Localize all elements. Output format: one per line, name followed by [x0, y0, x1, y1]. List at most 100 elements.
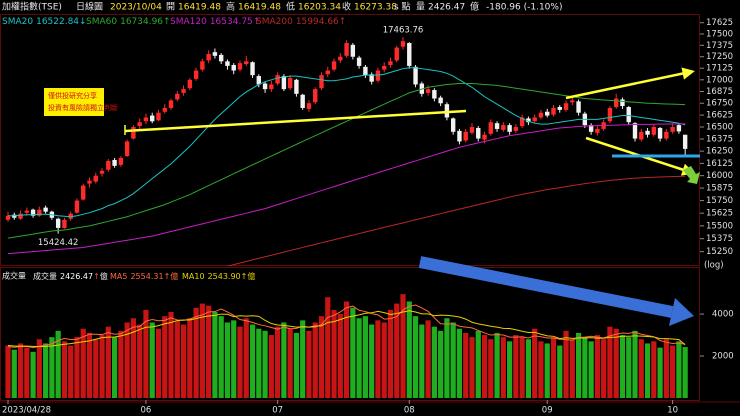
- legend-trend: ↑: [253, 17, 261, 27]
- candle-body: [24, 210, 30, 213]
- close-unit: s 點: [394, 1, 411, 13]
- y-tick-label: 16500: [706, 123, 733, 133]
- legend-unit: 億: [170, 271, 178, 281]
- legend-trend: ↑: [93, 272, 100, 281]
- candle-body: [532, 117, 537, 122]
- volume-bar: [80, 328, 86, 398]
- volume-bar: [475, 330, 481, 398]
- volume-bar: [143, 309, 149, 398]
- candle-body: [501, 125, 506, 130]
- volume-bar: [350, 307, 356, 398]
- x-tick-label: 10: [667, 406, 678, 416]
- candle-body: [469, 127, 475, 133]
- volume-bar: [249, 324, 256, 398]
- candle-body: [482, 134, 487, 140]
- volume-bar: [237, 326, 243, 398]
- volume-bar: [425, 320, 431, 398]
- trend-arrow-head: [669, 298, 694, 326]
- x-tick-label: 09: [542, 406, 553, 416]
- candle-body: [269, 84, 274, 90]
- volume-bar: [500, 337, 506, 398]
- volume-bar: [243, 318, 249, 398]
- volume-bar: [149, 322, 155, 398]
- low-annotation: 15424.42: [38, 238, 79, 248]
- legend-name: 成交量: [33, 271, 57, 281]
- volume-bar: [68, 345, 74, 398]
- volume-bar: [651, 341, 657, 398]
- candle-body: [444, 104, 450, 118]
- high-value: 16419.48: [238, 3, 281, 13]
- trend-arrow-shaft: [418, 256, 674, 318]
- candle-body: [275, 75, 280, 84]
- y-tick-label: 17625: [706, 18, 733, 28]
- candle-body: [607, 107, 613, 122]
- candle-body: [595, 128, 600, 133]
- legend-name: SMA200: [256, 17, 293, 27]
- y-tick-label: 16375: [706, 135, 733, 145]
- volume-bar: [218, 316, 224, 398]
- candle-body: [450, 118, 456, 132]
- candle-body: [519, 117, 525, 127]
- volume-bar: [507, 341, 513, 398]
- legend-value: 2426.47: [60, 272, 93, 281]
- volume-bar: [369, 324, 375, 398]
- volume-average-line: [7, 310, 686, 348]
- volume-bar: [456, 328, 463, 398]
- candle-body: [588, 125, 594, 132]
- candle-body: [200, 61, 205, 70]
- volume-bar: [199, 303, 205, 398]
- volume-bar: [312, 322, 318, 398]
- y-tick-label: 17500: [706, 29, 733, 39]
- volume-bar: [544, 343, 550, 398]
- volume-bar: [362, 316, 368, 398]
- volume-bar: [607, 326, 613, 398]
- candle-body: [494, 123, 500, 129]
- y-tick-label: 15375: [706, 234, 733, 244]
- open-value: 16419.48: [178, 3, 221, 13]
- legend-entry: 成交量 2426.47↑億: [33, 271, 108, 281]
- candle-body: [256, 76, 261, 85]
- candle-body: [313, 89, 318, 103]
- candle-body: [670, 127, 675, 132]
- volume-bar: [444, 318, 450, 398]
- legend-value: 15994.66: [296, 17, 339, 27]
- price-pane-frame: [0, 14, 700, 266]
- candle-body: [43, 207, 48, 212]
- volume-bar: [356, 318, 362, 398]
- volume-bar: [30, 351, 36, 398]
- volume-bar: [256, 328, 262, 398]
- volume-bar: [111, 337, 118, 398]
- volume-pane-frame: [0, 267, 700, 401]
- volume-bar: [281, 322, 287, 398]
- y-tick-label: 16875: [706, 87, 733, 97]
- volume-bar: [538, 341, 544, 398]
- candle-body: [369, 74, 374, 82]
- period: 日線圖: [76, 1, 103, 13]
- volume-bar: [613, 328, 619, 398]
- volume-bar: [43, 343, 49, 398]
- legend-name: SMA20: [2, 17, 33, 27]
- candle-body: [93, 175, 98, 182]
- volume-label: 量: [416, 2, 425, 13]
- y-tick-label: 2000: [712, 352, 734, 362]
- volume-bar: [74, 337, 80, 398]
- legend-name: MA10: [182, 272, 205, 281]
- y-tick-label: 15250: [706, 247, 733, 257]
- candle-body: [664, 131, 669, 139]
- candle-body: [394, 47, 399, 61]
- volume-bar: [49, 337, 55, 398]
- volume-pane-title: 成交量: [2, 271, 26, 281]
- volume-bar: [663, 339, 669, 398]
- candle-body: [187, 79, 193, 89]
- legend-name: SMA120: [170, 17, 207, 27]
- candle-body: [570, 100, 575, 103]
- volume-bar: [61, 341, 68, 398]
- volume-bar: [293, 332, 300, 398]
- candle-body: [55, 218, 61, 228]
- legend-value: 16534.75: [210, 17, 253, 27]
- candle-body: [538, 112, 544, 118]
- candle-body: [225, 61, 230, 66]
- volume-bar: [387, 309, 394, 398]
- candle-body: [645, 130, 650, 135]
- legend-value: 16522.84: [36, 17, 79, 27]
